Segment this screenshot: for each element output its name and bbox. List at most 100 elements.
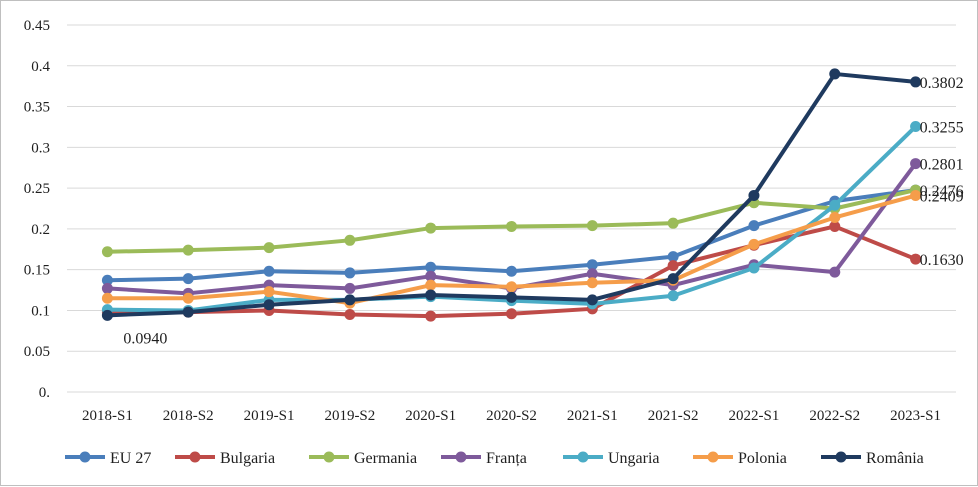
legend-swatch-marker <box>707 451 719 463</box>
data-point <box>425 279 437 291</box>
data-point <box>506 291 517 303</box>
data-point <box>263 299 275 311</box>
data-point <box>910 158 922 170</box>
legend-swatch-marker <box>189 451 201 463</box>
data-point <box>344 309 356 321</box>
y-axis-ticks: 0. 0.05 0.1 0.15 0.2 0.25 0.3 0.35 0.4 0.45 <box>24 18 51 401</box>
series-România <box>101 68 922 321</box>
y-tick-label: 0.15 <box>24 263 50 279</box>
x-tick-label: 2022-S2 <box>809 408 860 424</box>
data-point <box>829 266 841 278</box>
legend-item: Ungaria <box>563 450 660 467</box>
data-point <box>425 289 437 301</box>
data-label: 0.1630 <box>920 252 964 269</box>
legend-label: Germania <box>354 450 417 467</box>
data-point <box>182 292 194 304</box>
legend-swatch-marker <box>79 451 91 463</box>
data-point <box>910 190 922 202</box>
legend-label: România <box>866 450 924 467</box>
data-point <box>425 261 437 273</box>
data-point <box>425 222 437 234</box>
x-tick-label: 2020-S1 <box>405 408 456 424</box>
series-line <box>105 71 918 318</box>
data-point <box>101 246 113 258</box>
legend-item: Bulgaria <box>175 450 275 467</box>
y-tick-label: 0.35 <box>24 100 50 116</box>
data-point <box>182 306 194 318</box>
x-axis-ticks: 2018-S1 2018-S2 2019-S1 2019-S2 2020-S1 2020-… <box>82 408 941 424</box>
legend-label: Bulgaria <box>220 450 275 467</box>
data-label: 0.2476 <box>920 183 964 200</box>
legend-swatch-marker <box>455 451 467 463</box>
data-point <box>101 309 113 321</box>
data-point <box>910 253 922 265</box>
data-point <box>344 267 356 279</box>
data-point <box>506 281 517 293</box>
legend-item: EU 27 <box>65 450 151 467</box>
x-tick-label: 2022-S1 <box>729 408 780 424</box>
x-tick-label: 2018-S2 <box>163 408 214 424</box>
y-tick-label: 0.25 <box>24 181 50 197</box>
data-point <box>506 308 517 320</box>
legend-swatch-marker <box>577 451 589 463</box>
legend: EU 27 Bulgaria Germania Franța Ungaria Poloni… <box>65 450 924 467</box>
data-point <box>829 211 841 223</box>
data-point <box>101 274 113 286</box>
data-point <box>829 220 841 232</box>
series-Germania <box>101 184 922 258</box>
data-point <box>748 189 760 201</box>
legend-swatch-marker <box>323 451 335 463</box>
data-point <box>506 220 517 232</box>
series-lines <box>101 68 922 322</box>
data-point <box>910 121 922 133</box>
data-label: 0.0940 <box>123 330 167 347</box>
y-tick-label: 0.1 <box>31 303 50 319</box>
legend-item: România <box>821 450 924 467</box>
y-tick-label: 0.4 <box>31 59 50 75</box>
data-point <box>667 260 679 272</box>
data-point <box>586 268 598 280</box>
data-point <box>263 286 275 298</box>
data-point <box>586 277 598 289</box>
data-point <box>344 234 356 246</box>
series-line <box>105 188 918 254</box>
data-point <box>748 220 760 232</box>
y-tick-label: 0. <box>39 385 50 401</box>
x-tick-label: 2020-S2 <box>486 408 537 424</box>
x-tick-label: 2019-S1 <box>244 408 295 424</box>
data-label: 0.2409 <box>920 189 964 206</box>
x-tick-label: 2021-S1 <box>567 408 618 424</box>
legend-swatch-marker <box>835 451 847 463</box>
legend-label: EU 27 <box>110 450 151 467</box>
data-point <box>667 290 679 302</box>
legend-label: Franța <box>486 450 527 467</box>
data-point <box>101 282 113 294</box>
data-point <box>506 265 517 277</box>
data-point <box>425 270 437 282</box>
y-tick-label: 0.3 <box>31 140 50 156</box>
y-tick-label: 0.2 <box>31 222 50 238</box>
data-point <box>829 199 841 211</box>
data-point <box>748 262 760 274</box>
x-tick-label: 2021-S2 <box>648 408 699 424</box>
legend-item: Franța <box>441 450 527 467</box>
x-tick-label: 2018-S1 <box>82 408 133 424</box>
legend-item: Germania <box>309 450 417 467</box>
data-point <box>344 282 356 294</box>
legend-item: Polonia <box>693 450 787 467</box>
x-tick-label: 2019-S2 <box>324 408 375 424</box>
data-label: 0.2801 <box>920 157 964 174</box>
data-point <box>667 273 679 285</box>
data-point <box>101 292 113 304</box>
data-point <box>829 68 841 80</box>
legend-label: Ungaria <box>608 450 660 467</box>
data-point <box>748 238 760 250</box>
x-tick-label: 2023-S1 <box>890 408 941 424</box>
data-point <box>667 217 679 229</box>
series-EU 27 <box>101 184 922 286</box>
data-point <box>263 265 275 277</box>
data-point <box>586 294 598 306</box>
